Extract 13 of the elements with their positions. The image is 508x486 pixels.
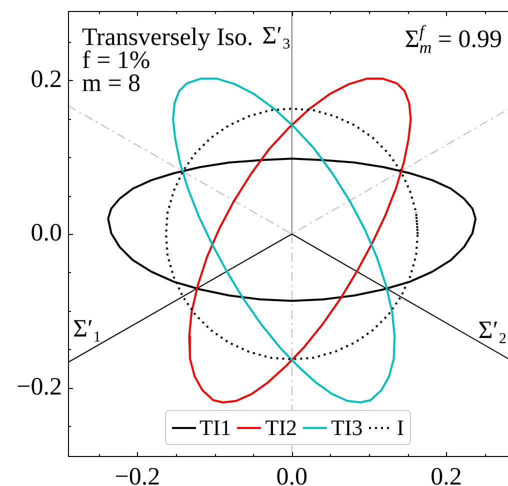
annotation: Σ′₁ (73, 315, 102, 342)
x-tick-label: −0.2 (114, 464, 160, 486)
x-tick-label: 0.0 (276, 464, 308, 486)
x-tick-label: 0.2 (430, 464, 462, 486)
y-tick-label: −0.2 (16, 373, 62, 400)
annotation: Σ′₂ (478, 316, 508, 344)
legend-label: TI1 (200, 414, 232, 440)
legend-label: TI3 (331, 414, 363, 440)
y-tick-label: 0.2 (30, 66, 62, 93)
legend-label: I (396, 414, 404, 440)
legend-label: TI2 (265, 414, 298, 440)
y-tick-label: 0.0 (30, 220, 62, 247)
annotation: Σ′₃ (262, 22, 291, 50)
